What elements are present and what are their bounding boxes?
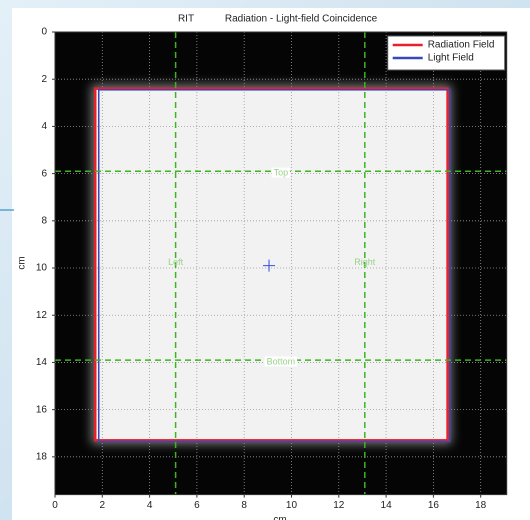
x-tick-label: 18 [475,500,487,511]
y-tick-label: 16 [36,404,48,415]
x-axis-label: cm [273,515,286,520]
legend-label: Radiation Field [428,40,495,51]
y-tick-label: 4 [41,121,47,132]
chart-title: Radiation - Light-field Coincidence [225,14,378,25]
x-tick-label: 16 [428,500,440,511]
y-tick-label: 12 [36,310,48,321]
profile-label: Top [274,168,289,178]
profile-label: Left [168,257,184,267]
y-tick-label: 14 [36,357,48,368]
x-tick-label: 14 [381,500,393,511]
x-tick-label: 10 [286,500,298,511]
x-tick-label: 2 [100,500,106,511]
x-tick-label: 8 [241,500,247,511]
y-tick-label: 18 [36,451,48,462]
y-axis-label: cm [17,256,28,269]
y-tick-label: 10 [36,263,48,274]
y-tick-label: 6 [41,168,47,179]
chart: RIT Radiation - Light-field Coincidence … [0,0,530,520]
x-tick-label: 6 [194,500,200,511]
y-tick-label: 0 [41,27,47,38]
field-image [95,89,447,441]
page: RIT Radiation - Light-field Coincidence … [0,0,530,520]
x-tick-label: 0 [52,500,58,511]
title-left: RIT [178,14,194,25]
profile-label: Bottom [267,356,296,366]
x-tick-label: 12 [333,500,345,511]
profile-label: Right [354,257,376,267]
y-tick-label: 2 [41,74,47,85]
y-tick-label: 8 [41,215,47,226]
x-tick-label: 4 [147,500,153,511]
legend-label: Light Field [428,53,474,64]
